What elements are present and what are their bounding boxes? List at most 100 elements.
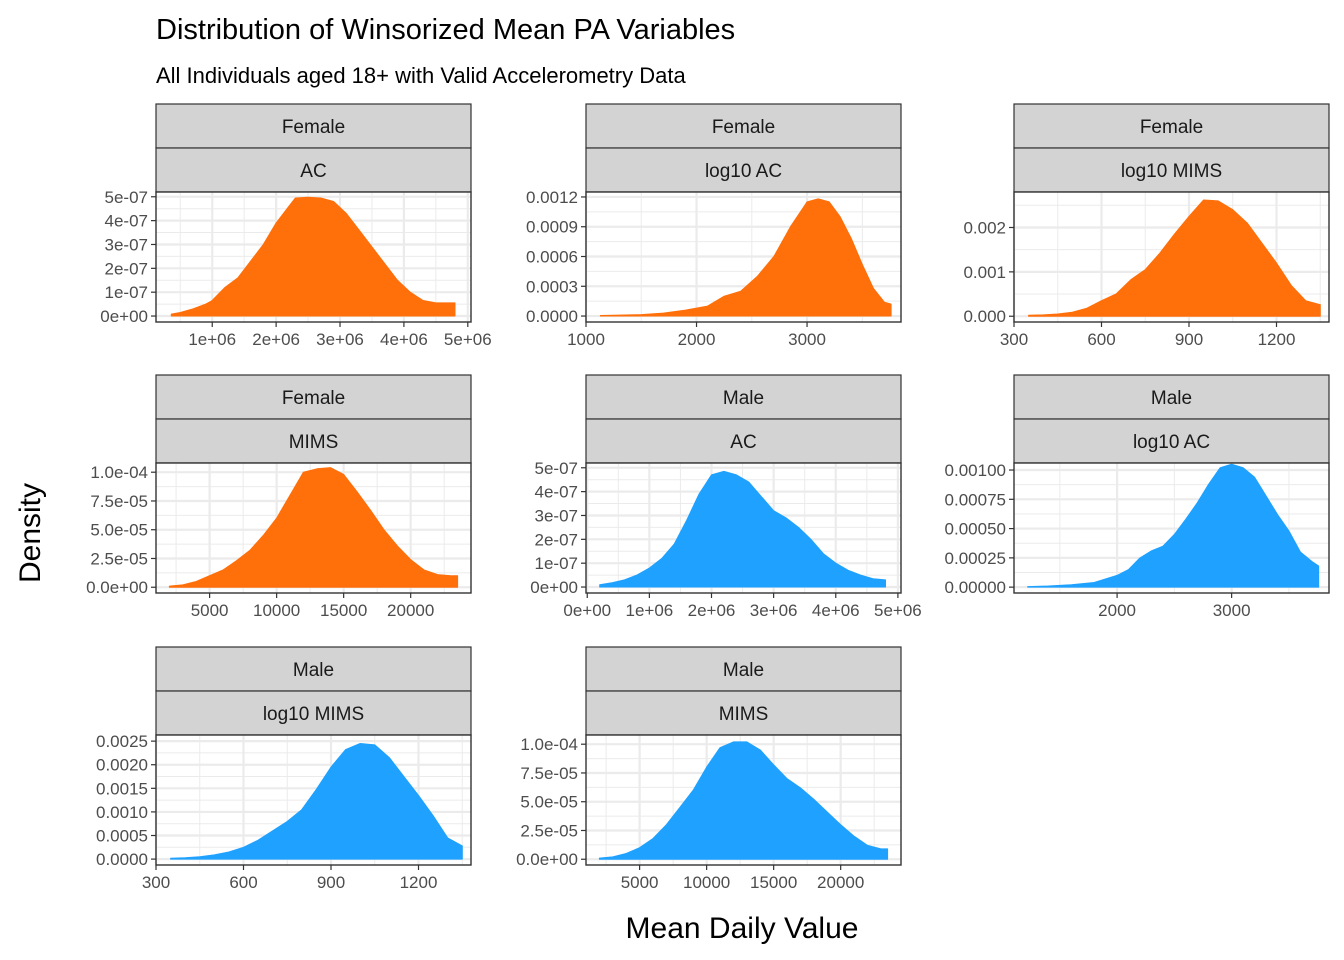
y-tick-label: 4e-07: [105, 212, 148, 231]
y-tick-label: 4e-07: [535, 483, 578, 502]
panel-female-log10-ac: Female log10 AC 0.0000 0.0003 0.0006 0.0009 0.…: [526, 103, 902, 349]
strip-variable: [585, 147, 902, 193]
x-tick-label: 5e+06: [444, 330, 492, 349]
strip-variable: [1013, 418, 1330, 464]
x-tick-label: 2e+06: [252, 330, 300, 349]
strip-sex: [1013, 103, 1330, 149]
panel-border: [155, 734, 472, 866]
strip-sex: [1013, 374, 1330, 420]
y-tick-label: 0e+00: [530, 578, 578, 597]
y-tick-label: 0.00075: [945, 490, 1006, 509]
y-tick-label: 0.00100: [945, 461, 1006, 480]
x-tick-label: 20000: [817, 873, 864, 892]
y-tick-label: 0.0e+00: [86, 578, 148, 597]
x-tick-label: 3000: [1213, 601, 1251, 620]
y-tick-label: 1.0e-04: [520, 735, 578, 754]
strip-variable: [585, 418, 902, 464]
strip-sex: [585, 103, 902, 149]
y-tick-label: 0.00050: [945, 520, 1006, 539]
y-tick-label: 0.001: [963, 263, 1006, 282]
strip-variable: [585, 690, 902, 736]
x-tick-label: 1200: [1258, 330, 1296, 349]
x-tick-label: 20000: [387, 601, 434, 620]
panel-male-log10-mims: Male log10 MIMS 0.0000 0.0005 0.0010 0.0015 0.…: [96, 646, 472, 892]
y-tick-label: 1e-07: [535, 554, 578, 573]
strip-sex-label: Female: [282, 388, 345, 409]
y-tick-label: 0.0012: [526, 188, 578, 207]
strip-sex: [155, 103, 472, 149]
x-tick-label: 3e+06: [750, 601, 798, 620]
strip-variable-label: log10 AC: [705, 161, 782, 182]
y-tick-label: 2.5e-05: [90, 549, 148, 568]
density-area-male-mims: [598, 741, 889, 860]
x-tick-label: 5000: [191, 601, 229, 620]
strip-variable-label: AC: [300, 161, 326, 182]
strip-sex-label: Female: [712, 117, 775, 138]
density-area-male-log10-ac: [1027, 463, 1320, 588]
strip-variable: [155, 147, 472, 193]
panel-border: [1013, 191, 1330, 323]
panel-border: [155, 462, 472, 594]
strip-sex-label: Male: [293, 660, 334, 681]
y-tick-label: 0e+00: [100, 307, 148, 326]
strip-variable-label: MIMS: [719, 704, 769, 725]
chart-subtitle: All Individuals aged 18+ with Valid Acce…: [156, 63, 686, 88]
y-tick-label: 0.0010: [96, 803, 148, 822]
x-tick-label: 1000: [567, 330, 605, 349]
x-tick-label: 10000: [253, 601, 300, 620]
density-area-male-log10-mims: [170, 743, 463, 860]
x-tick-label: 5000: [621, 873, 659, 892]
strip-variable-label: log10 MIMS: [263, 704, 364, 725]
y-tick-label: 0.0025: [96, 732, 148, 751]
strip-variable: [155, 690, 472, 736]
y-axis-title: Density: [14, 483, 47, 583]
y-tick-label: 2e-07: [535, 530, 578, 549]
x-axis-title: Mean Daily Value: [626, 912, 859, 945]
y-tick-label: 0.0020: [96, 756, 148, 775]
x-tick-label: 4e+06: [380, 330, 428, 349]
x-tick-label: 15000: [320, 601, 367, 620]
density-area-male-ac: [599, 470, 886, 588]
y-tick-label: 7.5e-05: [520, 764, 578, 783]
y-tick-label: 0.002: [963, 218, 1006, 237]
y-tick-label: 5e-07: [105, 188, 148, 207]
y-tick-label: 7.5e-05: [90, 492, 148, 511]
y-tick-label: 0.0009: [526, 218, 578, 237]
x-tick-label: 3e+06: [316, 330, 364, 349]
panel-male-ac: Male AC 0e+00 1e-07 2e-07 3e-07 4e-07 5e-07 0e+0…: [530, 374, 922, 620]
y-tick-label: 2.5e-05: [520, 821, 578, 840]
x-tick-label: 15000: [750, 873, 797, 892]
x-tick-label: 1e+06: [625, 601, 673, 620]
strip-variable: [1013, 147, 1330, 193]
y-tick-label: 5e-07: [535, 459, 578, 478]
strip-sex-label: Male: [723, 660, 764, 681]
x-tick-label: 600: [1087, 330, 1115, 349]
x-tick-label: 300: [1000, 330, 1028, 349]
x-tick-label: 0e+00: [563, 601, 611, 620]
density-area-female-log10-mims: [1028, 199, 1321, 317]
x-tick-label: 3000: [788, 330, 826, 349]
strip-variable-label: MIMS: [289, 432, 339, 453]
y-tick-label: 0.0006: [526, 248, 578, 267]
strip-sex: [585, 646, 902, 692]
y-tick-label: 0.000: [963, 307, 1006, 326]
y-tick-label: 5.0e-05: [520, 793, 578, 812]
x-tick-label: 1e+06: [188, 330, 236, 349]
y-tick-label: 5.0e-05: [90, 521, 148, 540]
y-tick-label: 3e-07: [535, 506, 578, 525]
strip-sex-label: Female: [1140, 117, 1203, 138]
x-tick-label: 900: [317, 873, 345, 892]
y-tick-label: 1.0e-04: [90, 463, 148, 482]
y-tick-label: 0.0000: [96, 850, 148, 869]
strip-sex: [585, 374, 902, 420]
x-tick-label: 1200: [400, 873, 438, 892]
strip-sex-label: Female: [282, 117, 345, 138]
density-area-female-ac: [170, 196, 456, 317]
y-tick-label: 1e-07: [105, 283, 148, 302]
x-tick-label: 5e+06: [874, 601, 922, 620]
panel-female-mims: Female MIMS 0.0e+00 2.5e-05 5.0e-05 7.5e-05 1.…: [86, 374, 472, 620]
panel-female-log10-mims: Female log10 MIMS 0.000 0.001 0.002 300 600 900…: [963, 103, 1330, 349]
density-area-female-log10-ac: [599, 198, 892, 317]
y-tick-label: 0.00000: [945, 578, 1006, 597]
